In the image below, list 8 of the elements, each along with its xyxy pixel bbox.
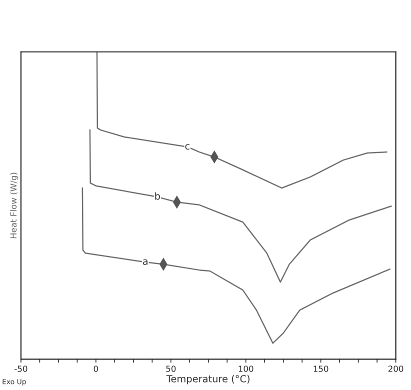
x-tick-label: 150 <box>314 366 328 372</box>
x-axis-title: Temperature (°C) <box>166 374 250 384</box>
x-tick-label: -50 <box>14 366 28 372</box>
x-tick-label: 50 <box>166 366 176 372</box>
x-tick-label: 100 <box>238 366 254 372</box>
x-tick-label: 200 <box>388 366 404 372</box>
y-axis-title: Heat Flow (W/g) <box>10 172 18 238</box>
x-tick-label: 0 <box>94 366 98 372</box>
